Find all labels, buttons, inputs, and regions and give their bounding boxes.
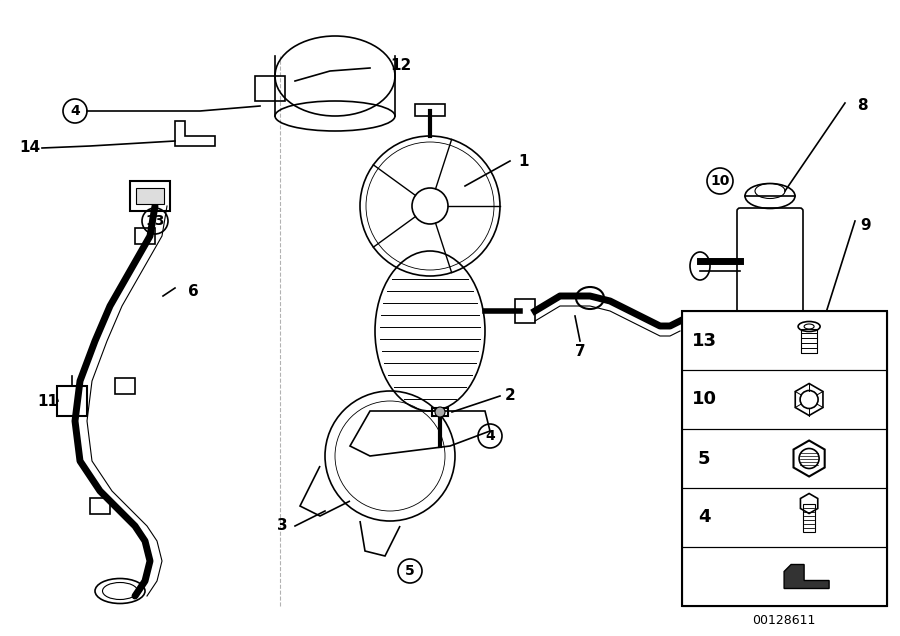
Bar	[682, 488, 887, 547]
Text: 4: 4	[485, 429, 495, 443]
Text: 2: 2	[505, 389, 516, 403]
Text: 14: 14	[19, 141, 40, 155]
Text: 6: 6	[188, 284, 199, 298]
Bar	[130, 181, 170, 211]
Text: 4: 4	[70, 104, 80, 118]
Bar	[682, 311, 887, 370]
Bar	[90, 498, 110, 514]
Text: 9: 9	[860, 219, 870, 233]
Text: 5: 5	[405, 564, 415, 578]
Bar	[255, 76, 285, 101]
Bar	[682, 429, 887, 488]
Bar	[682, 311, 887, 606]
Text: 12: 12	[390, 59, 411, 74]
Bar	[415, 104, 445, 116]
Text: 5: 5	[698, 450, 710, 467]
Polygon shape	[784, 565, 829, 588]
Text: 00128611: 00128611	[752, 614, 815, 628]
Bar	[801, 329, 817, 352]
Bar	[135, 228, 155, 244]
Text: 1: 1	[518, 153, 528, 169]
Text: 7: 7	[575, 343, 585, 359]
Text: 11: 11	[37, 394, 58, 408]
Text: 13: 13	[145, 214, 165, 228]
Bar	[57, 386, 87, 416]
Text: 10: 10	[691, 391, 716, 408]
Bar	[515, 299, 535, 323]
Bar	[432, 408, 448, 416]
Text: 8: 8	[857, 99, 868, 113]
Text: 13: 13	[691, 331, 716, 350]
Bar	[682, 547, 887, 606]
Text: 3: 3	[277, 518, 288, 534]
Circle shape	[435, 407, 445, 417]
Bar	[136, 188, 164, 204]
Text: 10: 10	[710, 174, 730, 188]
Bar	[803, 504, 815, 532]
Text: 4: 4	[698, 509, 710, 527]
Bar	[115, 378, 135, 394]
Bar	[682, 370, 887, 429]
